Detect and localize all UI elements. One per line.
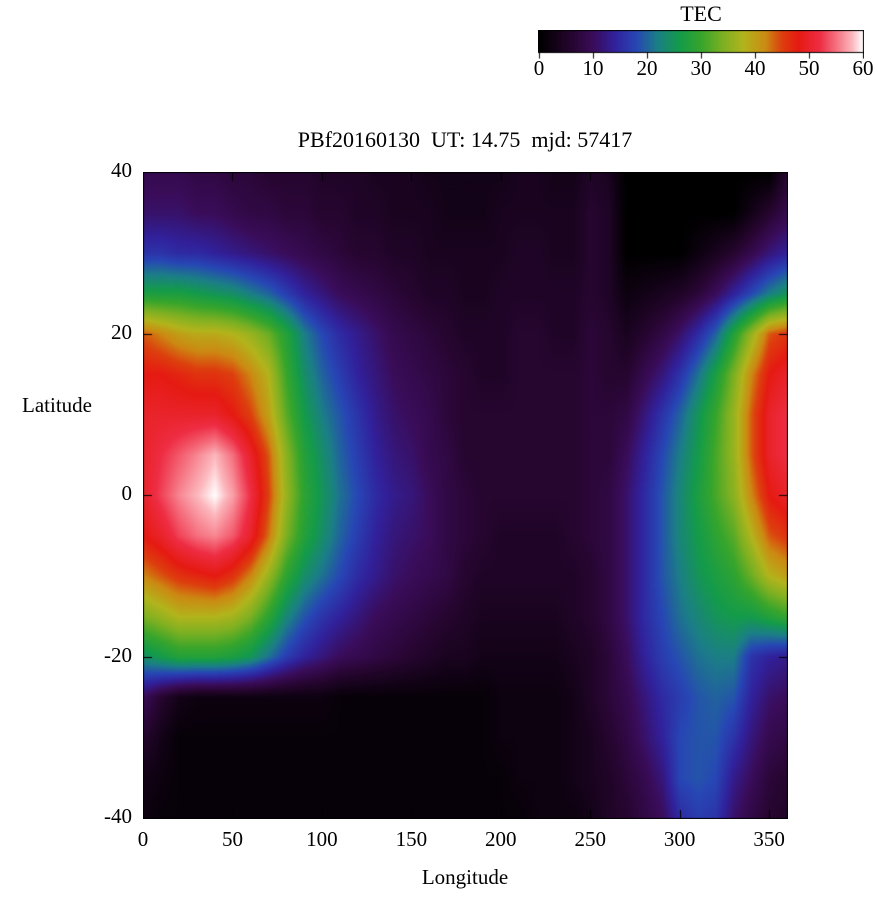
x-tick-label: 50 — [221, 827, 243, 851]
y-axis-label: Latitude — [22, 393, 92, 417]
x-tick-label: 300 — [663, 827, 696, 851]
colorbar-tick-label: 20 — [636, 56, 658, 80]
plot-title: PBf20160130 UT: 14.75 mjd: 57417 — [297, 127, 633, 152]
colorbar-title: TEC — [680, 1, 722, 26]
x-tick-label: 200 — [485, 827, 517, 851]
colorbar-tick-label: 10 — [582, 56, 604, 80]
colorbar-gradient — [538, 30, 864, 59]
x-tick-label: 150 — [395, 827, 428, 851]
x-tick-label: 100 — [306, 827, 338, 851]
y-tick-label: 0 — [121, 481, 133, 505]
y-tick-label: -40 — [104, 804, 132, 828]
colorbar-tick-label: 50 — [798, 56, 820, 80]
y-tick-label: 40 — [111, 158, 132, 182]
y-tick-label: 20 — [111, 319, 132, 344]
heatmap — [143, 172, 788, 819]
x-axis-label: Longitude — [421, 865, 509, 889]
x-tick-label: 250 — [574, 827, 606, 851]
colorbar-tick-label: 60 — [852, 56, 874, 80]
colorbar-tick-label: 30 — [690, 56, 712, 80]
x-tick-label: 350 — [753, 827, 785, 851]
colorbar-tick-label: 0 — [533, 56, 545, 80]
y-tick-label: -20 — [104, 642, 132, 667]
x-tick-label: 0 — [137, 827, 149, 851]
colorbar-tick-label: 40 — [744, 56, 766, 80]
